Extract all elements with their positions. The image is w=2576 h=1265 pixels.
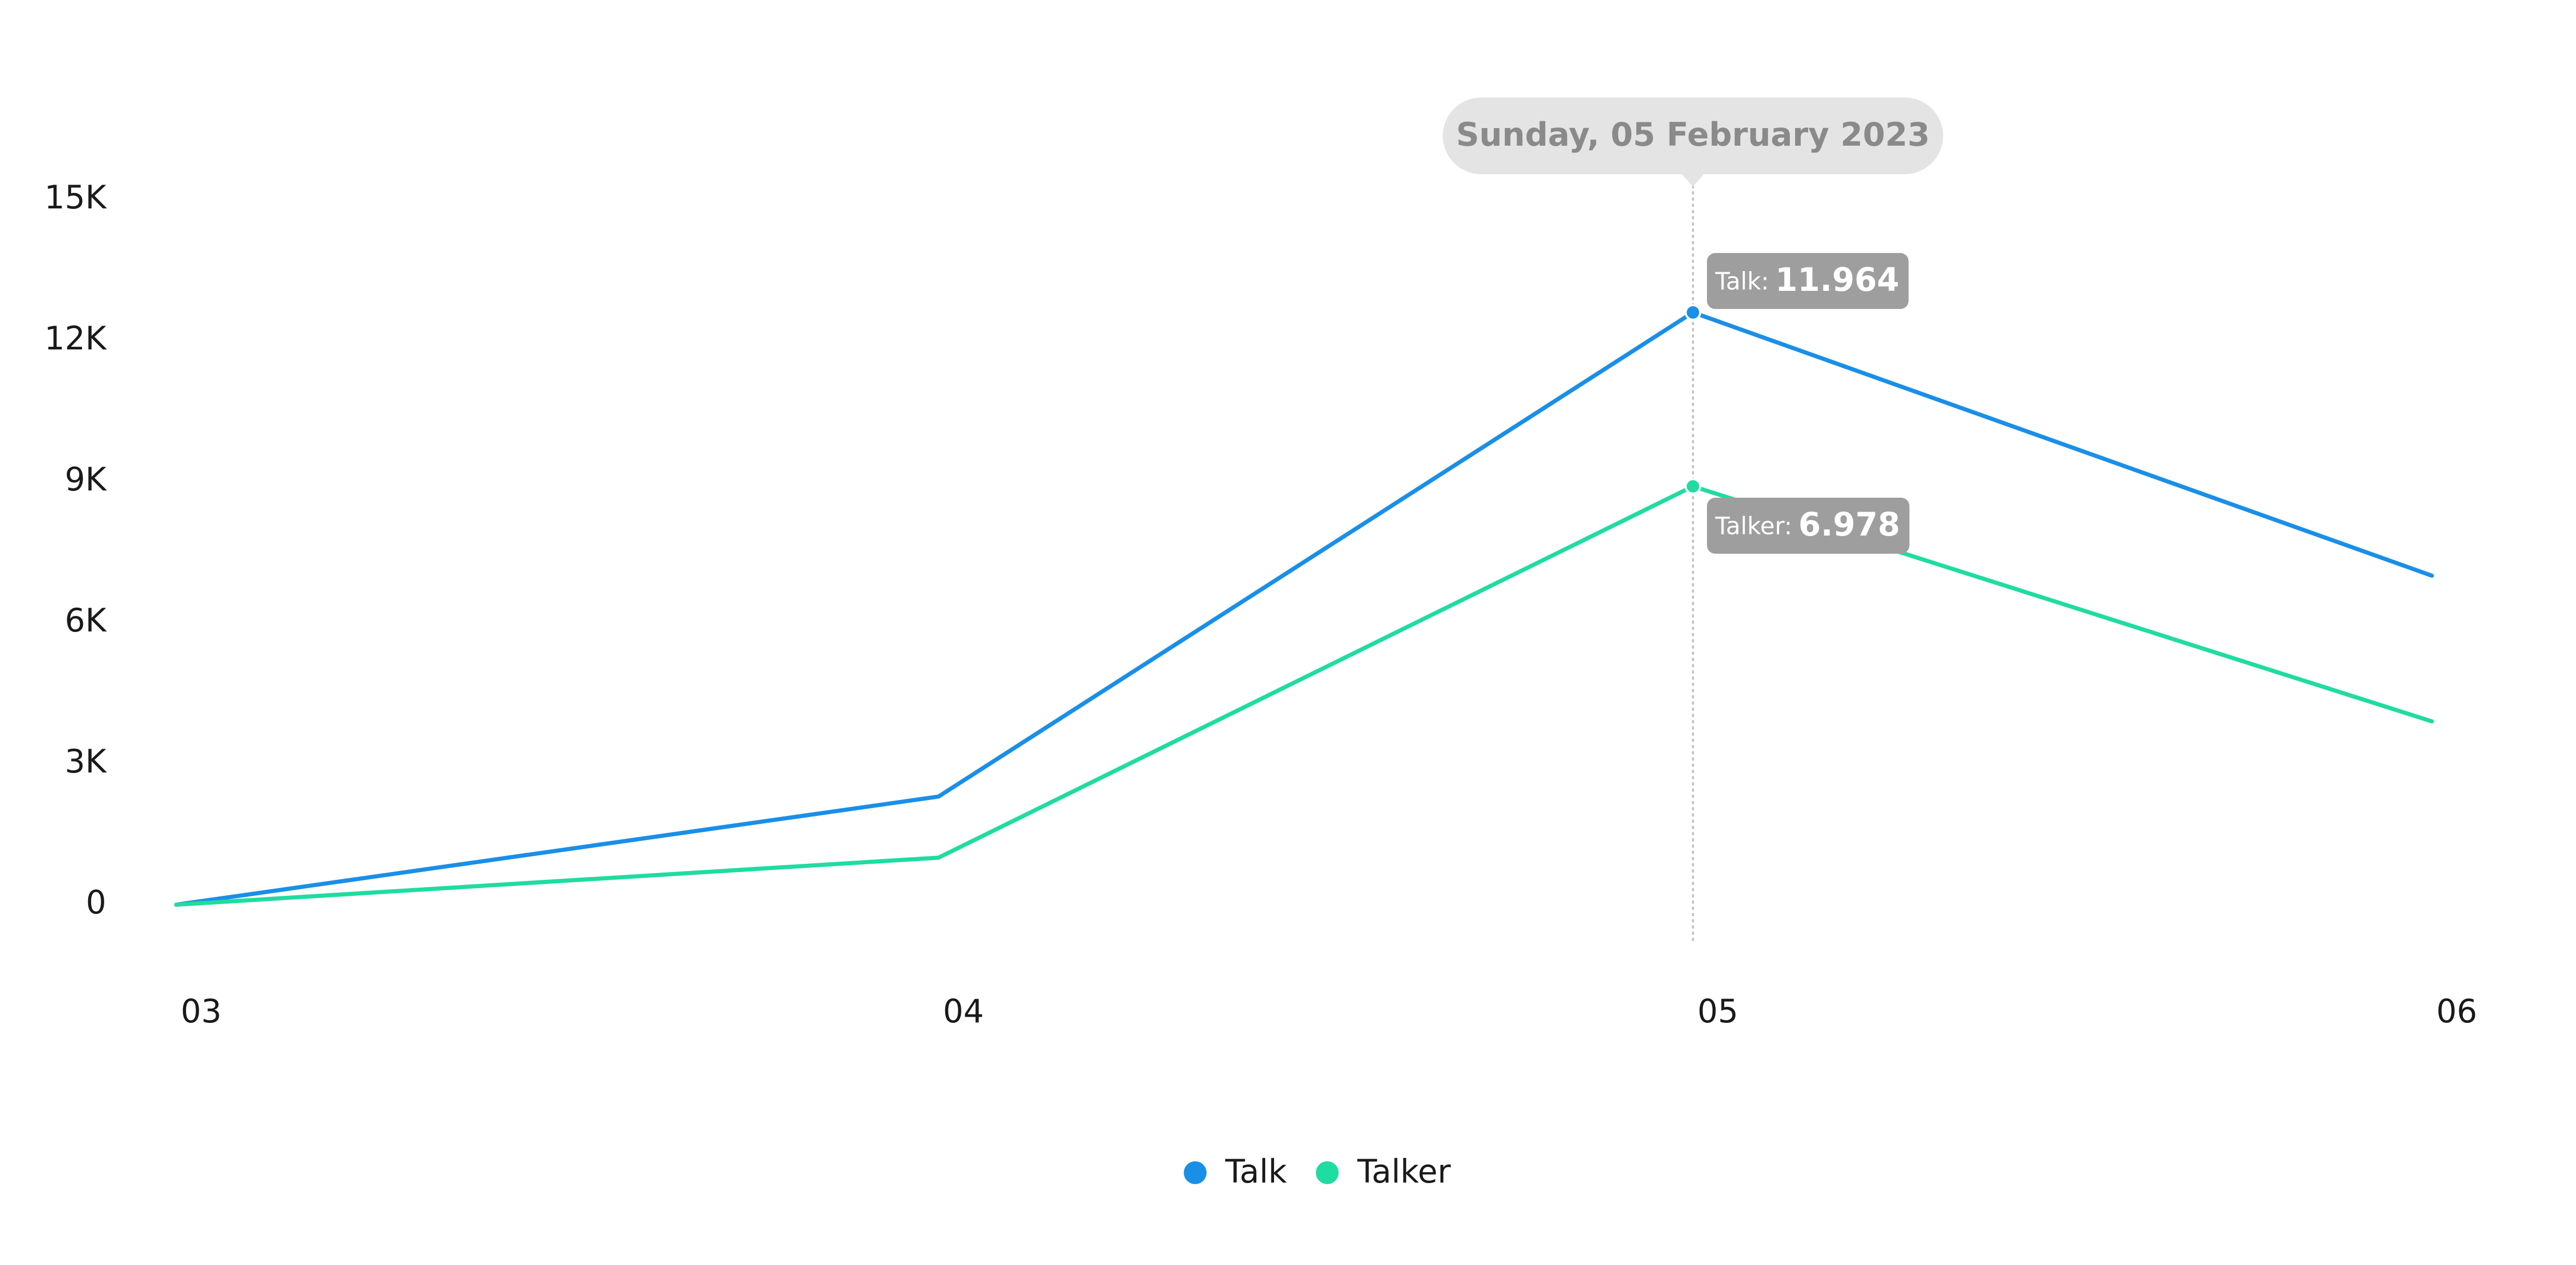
legend-item-talk[interactable]: Talk — [1184, 1152, 1287, 1190]
legend-label-talker: Talker — [1357, 1152, 1451, 1190]
legend-marker-talk — [1184, 1161, 1207, 1184]
y-tick-label-0: 0 — [86, 883, 106, 921]
tooltip-entry-box — [1707, 498, 1910, 554]
tooltip-date-bubble — [1443, 97, 1943, 174]
y-axis: 0 3K 6K 9K 12K 15K — [44, 178, 107, 921]
tooltip: Sunday, 05 February 2023 Talk: 11.964 Talke… — [1443, 97, 1943, 554]
legend-label-talk: Talk — [1225, 1152, 1287, 1190]
y-tick-label-6k: 6K — [65, 601, 107, 639]
tooltip-entry-box — [1707, 253, 1909, 309]
tooltip-entry-talker: Talker: 6.978 — [1707, 498, 1910, 554]
x-tick-label-05: 05 — [1698, 992, 1739, 1030]
y-tick-label-3k: 3K — [65, 742, 107, 780]
y-tick-label-12k: 12K — [44, 319, 107, 357]
x-tick-label-03: 03 — [181, 992, 222, 1030]
active-point-talk[interactable] — [1685, 304, 1701, 321]
series-line-talker — [174, 484, 2434, 907]
x-tick-label-04: 04 — [943, 992, 984, 1030]
active-point-talker[interactable] — [1685, 478, 1701, 495]
tooltip-entry-value: 6.978 — [1798, 505, 1900, 543]
y-tick-label-9k: 9K — [65, 460, 107, 498]
tooltip-entry-label: Talker: — [1715, 512, 1792, 540]
legend: Talk Talker — [1184, 1152, 1451, 1190]
series-layer — [174, 304, 2434, 907]
series-line-talk — [174, 310, 2434, 907]
legend-marker-talker — [1315, 1161, 1339, 1184]
x-axis: 03 04 05 06 — [181, 992, 2477, 1030]
tooltip-date-label: Sunday, 05 February 2023 — [1456, 116, 1930, 153]
legend-item-talker[interactable]: Talker — [1315, 1152, 1451, 1190]
tooltip-entry-talk: Talk: 11.964 — [1707, 253, 1909, 309]
y-tick-label-15k: 15K — [44, 178, 107, 216]
x-tick-label-06: 06 — [2437, 992, 2477, 1030]
tooltip-entry-value: 11.964 — [1775, 261, 1899, 299]
tooltip-entry-label: Talk: — [1715, 268, 1769, 296]
tooltip-date-pointer — [1682, 174, 1704, 187]
